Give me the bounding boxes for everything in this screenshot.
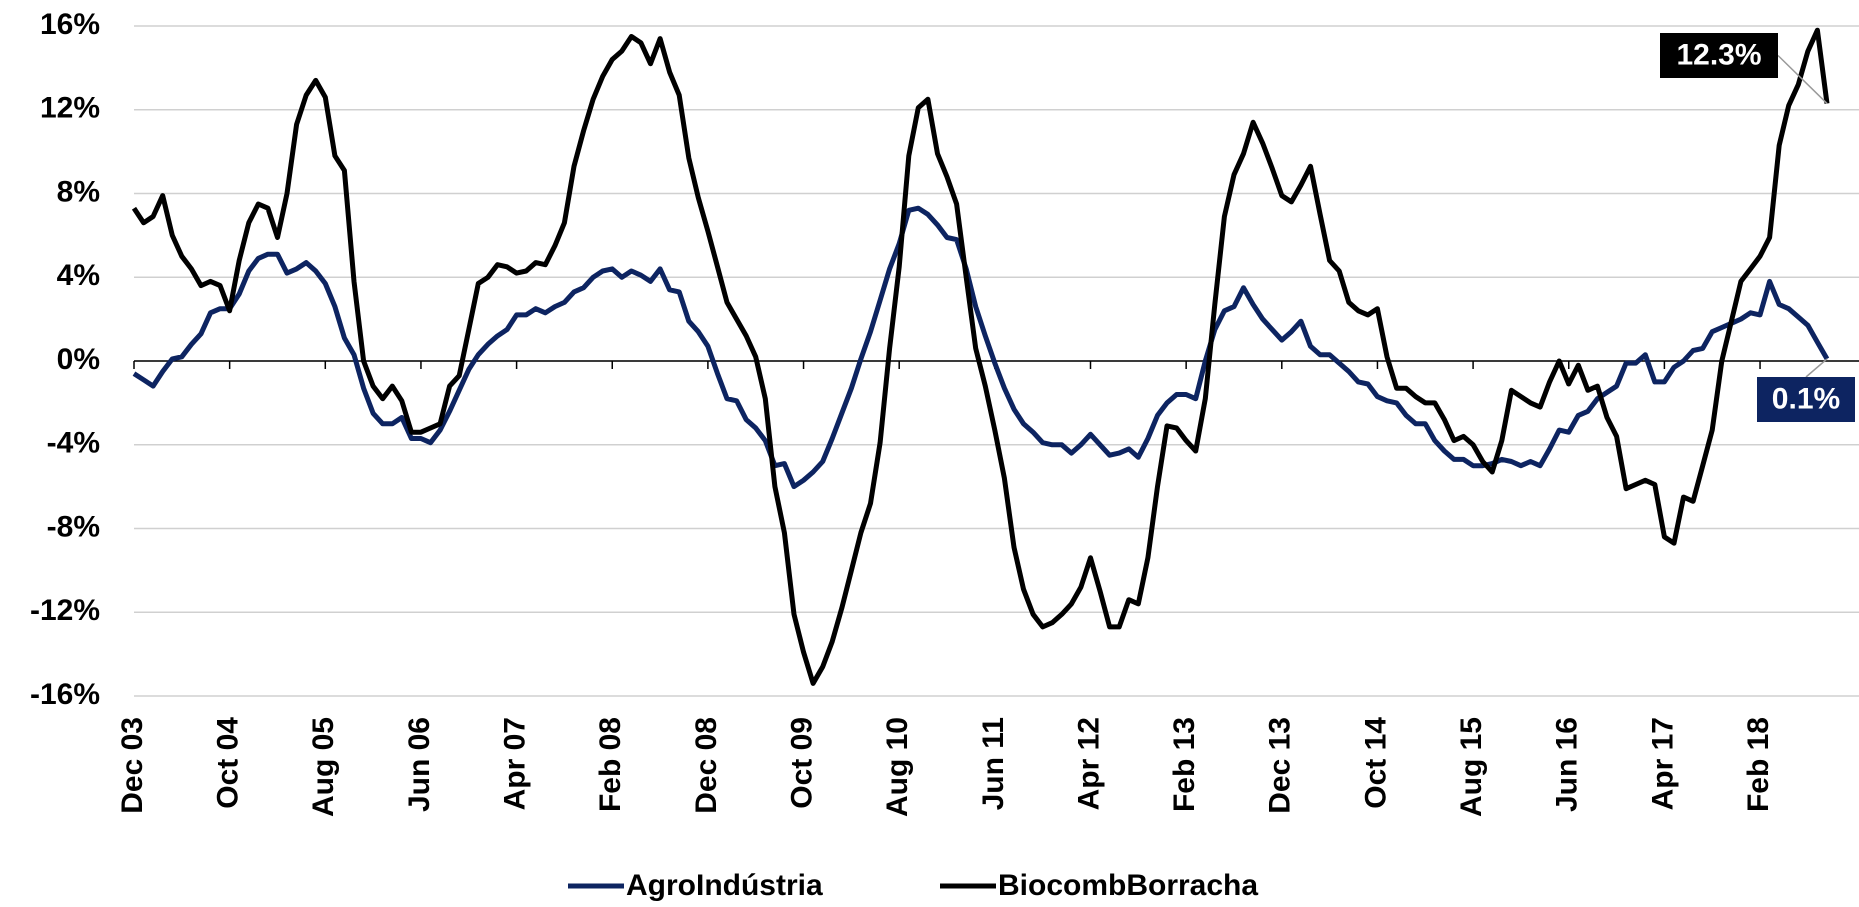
x-tick-label: Apr 17 xyxy=(1646,717,1679,810)
line-series xyxy=(132,205,1830,490)
label-leader xyxy=(1805,358,1828,378)
y-tick-label: 12% xyxy=(40,92,100,125)
x-tick-label: Feb 08 xyxy=(594,717,627,812)
x-tick-label: Oct 14 xyxy=(1359,717,1392,809)
x-tick-label: Apr 07 xyxy=(499,717,532,810)
x-tick-label: Feb 13 xyxy=(1168,717,1201,812)
end-label: 0.1% xyxy=(1772,382,1840,415)
x-tick-label: Aug 10 xyxy=(881,717,914,817)
end-label: 12.3% xyxy=(1676,38,1761,71)
line-series xyxy=(131,27,1830,686)
legend-label: AgroIndústria xyxy=(626,869,823,902)
y-tick-label: -8% xyxy=(47,510,100,543)
label-box xyxy=(1660,33,1778,78)
legend-label: BiocombBorracha xyxy=(998,869,1258,902)
x-tick-label: Oct 09 xyxy=(785,717,818,809)
label-leader xyxy=(1777,54,1828,105)
y-tick-label: 0% xyxy=(57,343,100,376)
x-tick-label: Aug 15 xyxy=(1455,717,1488,817)
x-tick-label: Dec 08 xyxy=(690,717,723,814)
y-tick-label: -16% xyxy=(30,678,100,711)
x-tick-label: Jun 06 xyxy=(403,717,436,812)
x-tick-label: Jun 16 xyxy=(1551,717,1584,812)
y-tick-label: -4% xyxy=(47,427,100,460)
x-tick-label: Dec 13 xyxy=(1264,717,1297,814)
x-tick-label: Feb 18 xyxy=(1742,717,1775,812)
y-tick-label: 4% xyxy=(57,259,100,292)
x-tick-label: Dec 03 xyxy=(116,717,149,814)
y-tick-label: 8% xyxy=(57,175,100,208)
label-box xyxy=(1757,377,1855,422)
x-tick-label: Jun 11 xyxy=(977,717,1010,810)
x-tick-label: Oct 04 xyxy=(212,717,245,809)
x-tick-label: Apr 12 xyxy=(1072,717,1105,810)
y-tick-label: 16% xyxy=(40,8,100,41)
y-tick-label: -12% xyxy=(30,594,100,627)
x-tick-label: Aug 05 xyxy=(307,717,340,817)
